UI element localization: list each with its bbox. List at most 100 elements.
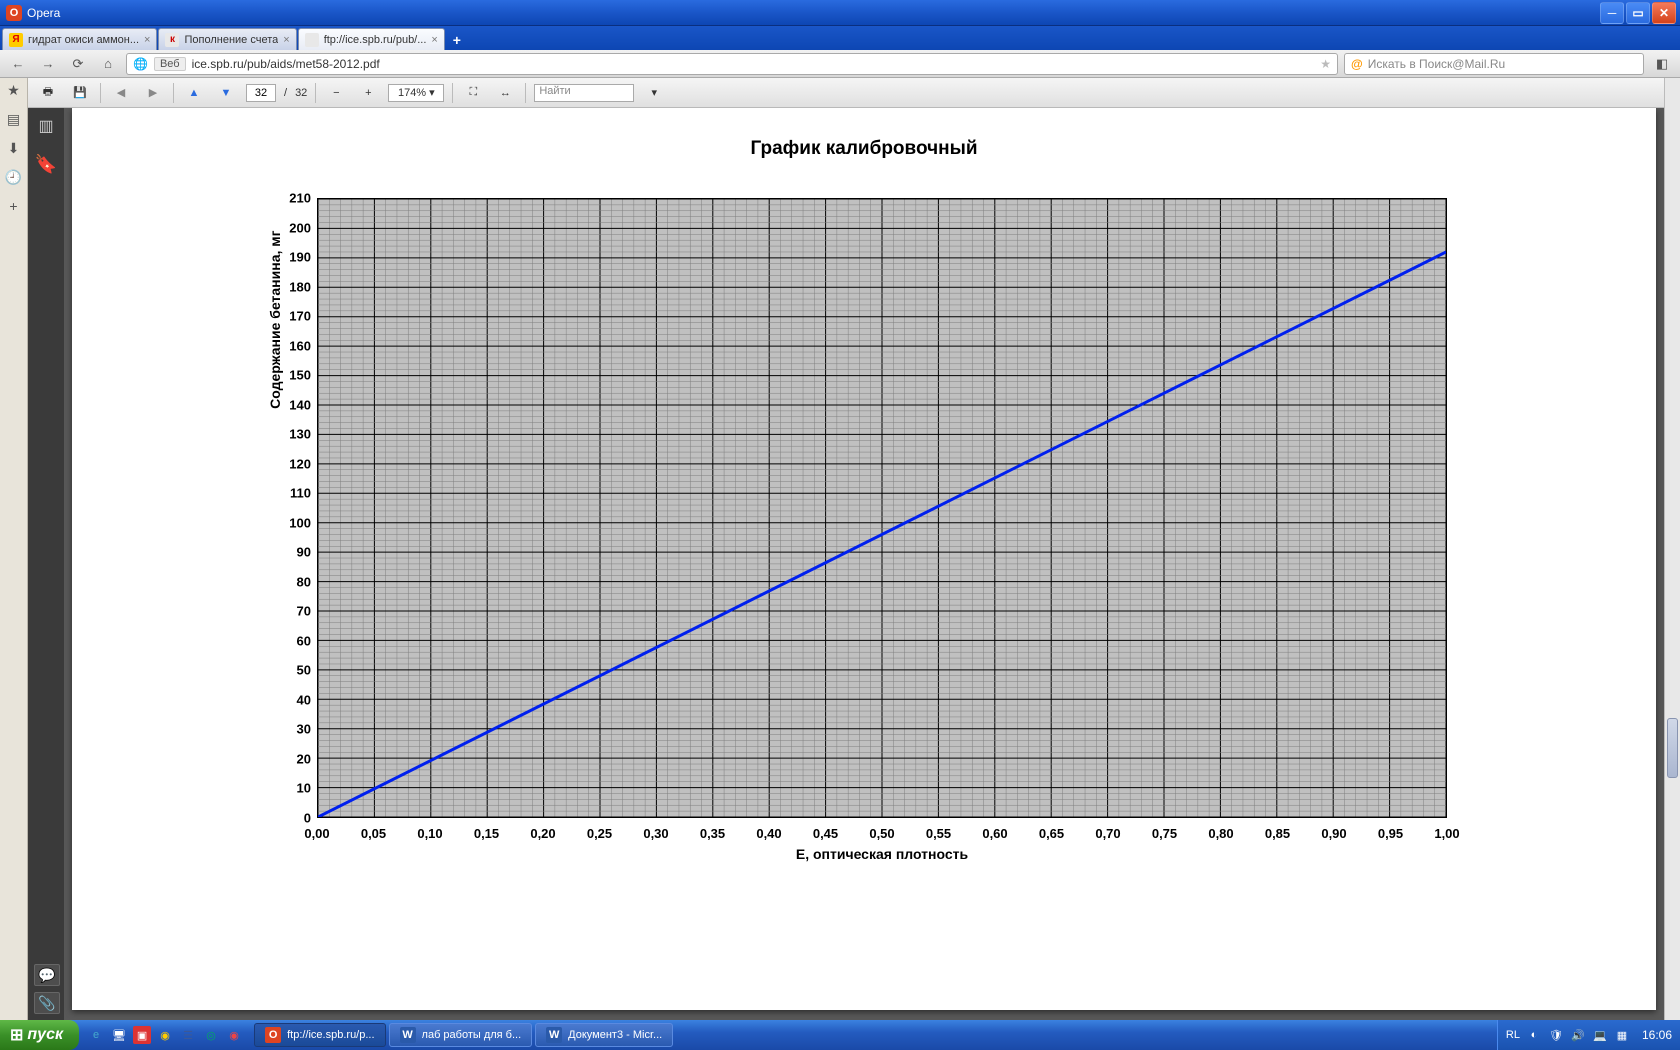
y-tick-label: 120 [277, 456, 317, 471]
x-tick-label: 0,60 [982, 818, 1007, 841]
x-tick-label: 0,35 [700, 818, 725, 841]
panel-notes-icon[interactable]: ▤ [7, 111, 20, 128]
scrollbar-thumb[interactable] [1667, 718, 1678, 778]
y-tick-label: 90 [277, 545, 317, 560]
tab-favicon-1: к [165, 33, 179, 47]
pdf-find-input[interactable]: Найти [534, 84, 634, 102]
lang-indicator[interactable]: RL [1506, 1029, 1520, 1041]
tab-close-2[interactable]: × [431, 34, 437, 46]
pdf-page-current-input[interactable] [246, 84, 276, 102]
browser-tab-2[interactable]: ftp://ice.spb.ru/pub/...× [298, 28, 445, 50]
taskbar-task-0[interactable]: Oftp://ice.spb.ru/p... [254, 1023, 385, 1047]
y-tick-label: 160 [277, 338, 317, 353]
panel-bookmarks-icon[interactable]: ★ [7, 82, 20, 99]
nav-forward-button[interactable]: → [36, 53, 60, 75]
windows-logo-icon: ⊞ [10, 1025, 23, 1045]
new-tab-button[interactable]: + [446, 30, 468, 50]
y-tick-label: 150 [277, 368, 317, 383]
nav-home-button[interactable]: ⌂ [96, 53, 120, 75]
panel-history-icon[interactable]: 🕘 [5, 169, 22, 186]
ql-desktop-icon[interactable]: 🖥 [110, 1026, 128, 1044]
ql-app3-icon[interactable]: ☰ [179, 1026, 197, 1044]
window-titlebar: O Opera ─ ▭ ✕ [0, 0, 1680, 26]
bookmark-star-icon[interactable]: ★ [1320, 57, 1331, 71]
pdf-save-button[interactable]: 💾 [68, 82, 92, 104]
pdf-print-button[interactable]: 🖶 [36, 82, 60, 104]
pdf-page-up-button[interactable]: ▲ [182, 82, 206, 104]
calibration-chart: График калибровочный Содержание бетанина… [122, 138, 1606, 1000]
pdf-find-dropdown[interactable]: ▾ [642, 82, 666, 104]
extensions-icon[interactable]: ◧ [1650, 53, 1674, 75]
y-tick-label: 50 [277, 663, 317, 678]
system-tray: RL ◐ 🛡 🔊 💻 ▦ 16:06 [1497, 1020, 1680, 1050]
pdf-prev-page-button[interactable]: ◀ [109, 82, 133, 104]
tab-close-1[interactable]: × [283, 34, 289, 46]
tab-favicon-2 [305, 33, 319, 47]
window-minimize-button[interactable]: ─ [1600, 2, 1624, 24]
pdf-zoom-level[interactable]: 174% ▾ [388, 84, 444, 102]
pdf-outline-icon[interactable]: 🔖 [35, 154, 57, 175]
x-tick-label: 0,40 [756, 818, 781, 841]
pdf-thumbnails-icon[interactable]: ▥ [38, 116, 53, 136]
pdf-next-page-button[interactable]: ▶ [141, 82, 165, 104]
browser-panel-strip: ★ ▤ ⬇ 🕘 + [0, 78, 28, 1020]
pdf-page-sep: / [284, 87, 287, 99]
pdf-zoom-out-button[interactable]: − [324, 82, 348, 104]
y-tick-label: 10 [277, 781, 317, 796]
pdf-page-total: 32 [295, 87, 307, 99]
start-button[interactable]: ⊞ пуск [0, 1020, 79, 1050]
search-placeholder: Искать в Поиск@Mail.Ru [1368, 57, 1505, 71]
y-tick-label: 60 [277, 633, 317, 648]
pdf-fit-page-button[interactable]: ⛶ [461, 82, 485, 104]
ql-ie-icon[interactable]: e [87, 1026, 105, 1044]
browser-tab-0[interactable]: Ягидрат окиси аммон...× [2, 28, 157, 50]
vertical-scrollbar[interactable] [1664, 78, 1680, 1020]
y-tick-label: 30 [277, 722, 317, 737]
x-tick-label: 0,05 [361, 818, 386, 841]
taskbar-task-2[interactable]: WДокумент3 - Micr... [535, 1023, 673, 1047]
x-tick-label: 0,80 [1208, 818, 1233, 841]
y-tick-label: 20 [277, 751, 317, 766]
pdf-zoom-in-button[interactable]: + [356, 82, 380, 104]
tray-icon-3[interactable]: 🔊 [1570, 1027, 1586, 1043]
nav-back-button[interactable]: ← [6, 53, 30, 75]
windows-taskbar: ⊞ пуск e 🖥 ▣ ◉ ☰ ◎ ◉ Oftp://ice.spb.ru/p… [0, 1020, 1680, 1050]
pdf-page-area[interactable]: График калибровочный Содержание бетанина… [64, 108, 1664, 1020]
task-icon-0: O [265, 1027, 281, 1043]
pdf-fit-width-button[interactable]: ↔ [493, 82, 517, 104]
tray-icon-5[interactable]: ▦ [1614, 1027, 1630, 1043]
pdf-toolbar: 🖶 💾 ◀ ▶ ▲ ▼ / 32 − + 174% ▾ ⛶ ↔ Найти ▾ [28, 78, 1664, 108]
tray-icon-4[interactable]: 💻 [1592, 1027, 1608, 1043]
mailru-icon: @ [1351, 57, 1363, 71]
panel-add-icon[interactable]: + [9, 198, 17, 214]
chart-title: График калибровочный [122, 138, 1606, 160]
y-tick-label: 170 [277, 309, 317, 324]
globe-icon: 🌐 [133, 57, 148, 71]
tray-icon-1[interactable]: ◐ [1526, 1027, 1542, 1043]
ql-app1-icon[interactable]: ▣ [133, 1026, 151, 1044]
tab-close-0[interactable]: × [144, 34, 150, 46]
search-field[interactable]: @ Искать в Поиск@Mail.Ru [1344, 53, 1644, 75]
pdf-page-down-button[interactable]: ▼ [214, 82, 238, 104]
pdf-page: График калибровочный Содержание бетанина… [72, 108, 1656, 1010]
window-close-button[interactable]: ✕ [1652, 2, 1676, 24]
pdf-comment-icon[interactable]: 💬 [34, 964, 60, 986]
ql-app4-icon[interactable]: ◎ [202, 1026, 220, 1044]
x-tick-label: 0,50 [869, 818, 894, 841]
window-maximize-button[interactable]: ▭ [1626, 2, 1650, 24]
browser-tab-1[interactable]: кПополнение счета× [158, 28, 296, 50]
panel-downloads-icon[interactable]: ⬇ [8, 140, 20, 157]
x-tick-label: 0,65 [1039, 818, 1064, 841]
pdf-attachment-icon[interactable]: 📎 [34, 992, 60, 1014]
x-axis-title: Е, оптическая плотность [317, 846, 1447, 862]
app-label: Opera [27, 6, 60, 20]
nav-reload-button[interactable]: ⟳ [66, 53, 90, 75]
ql-chrome-icon[interactable]: ◉ [225, 1026, 243, 1044]
tray-icon-2[interactable]: 🛡 [1548, 1027, 1564, 1043]
x-tick-label: 0,95 [1378, 818, 1403, 841]
taskbar-task-1[interactable]: Wлаб работы для б... [389, 1023, 533, 1047]
ql-app2-icon[interactable]: ◉ [156, 1026, 174, 1044]
url-field[interactable]: 🌐 Веб ice.spb.ru/pub/aids/met58-2012.pdf… [126, 53, 1338, 75]
chart-plot-area [317, 198, 1447, 818]
taskbar-clock[interactable]: 16:06 [1636, 1028, 1672, 1042]
